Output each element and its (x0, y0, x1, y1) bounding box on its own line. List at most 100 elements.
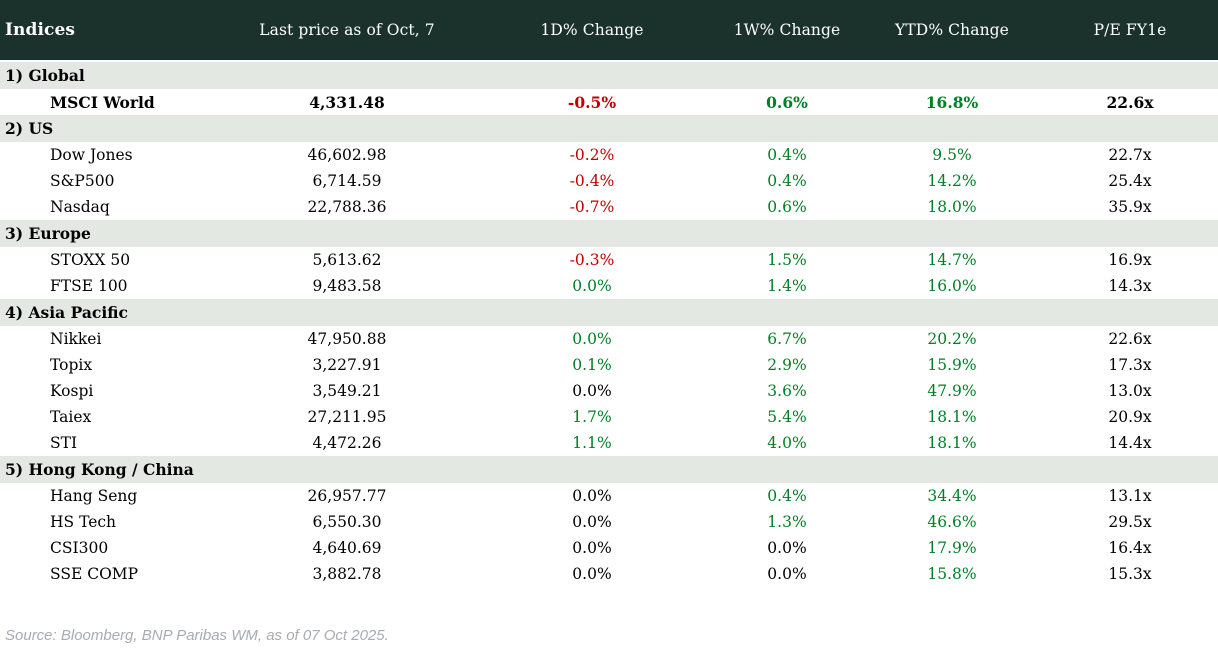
index-name: S&P500 (50, 172, 115, 190)
index-name: Dow Jones (50, 146, 133, 164)
section-label: 1) Global (5, 66, 85, 85)
1w-change-cell: 3.6% (767, 382, 807, 400)
1w-change-cell: 0.6% (766, 92, 808, 112)
table-row: MSCI World 4,331.48 -0.5% 0.6% 16.8% 22.6x (0, 89, 1218, 115)
col-header-1d-change: 1D% Change (540, 21, 644, 39)
ytd-change-cell: 20.2% (927, 330, 977, 348)
1d-change-cell: -0.4% (569, 172, 615, 190)
1w-change-cell: 5.4% (767, 408, 807, 426)
index-name: SSE COMP (50, 565, 139, 583)
last-price-cell: 22,788.36 (307, 198, 387, 216)
1d-change-cell: 0.1% (572, 356, 612, 374)
ytd-change-cell: 9.5% (932, 146, 972, 164)
table-row: Kospi 3,549.21 0.0% 3.6% 47.9% 13.0x (0, 378, 1218, 404)
ytd-change-cell: 18.1% (927, 408, 977, 426)
ytd-change-cell: 16.0% (927, 277, 977, 295)
table-row: Taiex 27,211.95 1.7% 5.4% 18.1% 20.9x (0, 404, 1218, 430)
table-row: HS Tech 6,550.30 0.0% 1.3% 46.6% 29.5x (0, 509, 1218, 535)
table-row: STI 4,472.26 1.1% 4.0% 18.1% 14.4x (0, 430, 1218, 456)
table-row: Dow Jones 46,602.98 -0.2% 0.4% 9.5% 22.7x (0, 142, 1218, 168)
ytd-change-cell: 18.0% (927, 198, 977, 216)
last-price-cell: 27,211.95 (307, 408, 387, 426)
1d-change-cell: 0.0% (572, 565, 612, 583)
1w-change-cell: 1.3% (767, 513, 807, 531)
pe-ratio-cell: 14.3x (1108, 277, 1152, 295)
index-name: HS Tech (50, 513, 117, 531)
1w-change-cell: 6.7% (767, 330, 807, 348)
ytd-change-cell: 47.9% (927, 382, 977, 400)
ytd-change-cell: 17.9% (927, 539, 977, 557)
1d-change-cell: -0.5% (567, 92, 617, 112)
ytd-change-cell: 34.4% (927, 487, 977, 505)
section-label: 2) US (5, 119, 54, 138)
index-name: STI (50, 434, 78, 452)
pe-ratio-cell: 22.6x (1106, 92, 1154, 112)
section-row: 2) US (0, 115, 1218, 142)
last-price-cell: 46,602.98 (307, 146, 387, 164)
1w-change-cell: 0.0% (767, 539, 807, 557)
index-name: Taiex (50, 408, 92, 426)
last-price-cell: 3,549.21 (312, 382, 382, 400)
ytd-change-cell: 18.1% (927, 434, 977, 452)
pe-ratio-cell: 13.0x (1108, 382, 1152, 400)
section-row: 3) Europe (0, 220, 1218, 247)
pe-ratio-cell: 25.4x (1108, 172, 1152, 190)
last-price-cell: 6,550.30 (312, 513, 382, 531)
last-price-cell: 4,640.69 (312, 539, 382, 557)
pe-ratio-cell: 29.5x (1108, 513, 1152, 531)
pe-ratio-cell: 14.4x (1108, 434, 1152, 452)
pe-ratio-cell: 16.9x (1108, 251, 1152, 269)
1d-change-cell: 0.0% (572, 539, 612, 557)
1d-change-cell: 0.0% (572, 487, 612, 505)
1w-change-cell: 0.0% (767, 565, 807, 583)
index-name: STOXX 50 (50, 251, 131, 269)
pe-ratio-cell: 15.3x (1108, 565, 1152, 583)
pe-ratio-cell: 22.7x (1108, 146, 1152, 164)
index-name: MSCI World (50, 92, 155, 112)
1d-change-cell: 0.0% (572, 330, 612, 348)
pe-ratio-cell: 35.9x (1108, 198, 1152, 216)
last-price-cell: 9,483.58 (312, 277, 382, 295)
table-row: STOXX 50 5,613.62 -0.3% 1.5% 14.7% 16.9x (0, 247, 1218, 273)
1w-change-cell: 0.4% (767, 172, 807, 190)
col-header-pe-fy1e: P/E FY1e (1093, 21, 1167, 39)
index-name: FTSE 100 (50, 277, 128, 295)
last-price-cell: 6,714.59 (312, 172, 382, 190)
index-name: Kospi (50, 382, 94, 400)
1d-change-cell: 0.0% (572, 277, 612, 295)
1d-change-cell: 0.0% (572, 382, 612, 400)
table-header: Indices Last price as of Oct, 7 1D% Chan… (0, 0, 1218, 62)
ytd-change-cell: 14.2% (927, 172, 977, 190)
section-label: 3) Europe (5, 224, 91, 243)
table-body: 1) Global MSCI World 4,331.48 -0.5% 0.6% 16.8… (0, 62, 1218, 587)
pe-ratio-cell: 13.1x (1108, 487, 1152, 505)
pe-ratio-cell: 16.4x (1108, 539, 1152, 557)
table-row: Topix 3,227.91 0.1% 2.9% 15.9% 17.3x (0, 352, 1218, 378)
last-price-cell: 4,331.48 (309, 92, 385, 112)
table-row: S&P500 6,714.59 -0.4% 0.4% 14.2% 25.4x (0, 168, 1218, 194)
index-name: CSI300 (50, 539, 109, 557)
last-price-cell: 5,613.62 (312, 251, 382, 269)
index-name: Nasdaq (50, 198, 110, 216)
section-row: 1) Global (0, 62, 1218, 89)
table-row: Hang Seng 26,957.77 0.0% 0.4% 34.4% 13.1x (0, 483, 1218, 509)
ytd-change-cell: 15.9% (927, 356, 977, 374)
index-name: Nikkei (50, 330, 102, 348)
col-header-last-price: Last price as of Oct, 7 (259, 21, 435, 39)
section-row: 4) Asia Pacific (0, 299, 1218, 326)
1d-change-cell: -0.7% (569, 198, 615, 216)
1w-change-cell: 1.5% (767, 251, 807, 269)
1w-change-cell: 0.4% (767, 487, 807, 505)
1d-change-cell: -0.2% (569, 146, 615, 164)
table-title: Indices (5, 20, 76, 40)
col-header-1w-change: 1W% Change (733, 21, 841, 39)
pe-ratio-cell: 20.9x (1108, 408, 1152, 426)
table-row: FTSE 100 9,483.58 0.0% 1.4% 16.0% 14.3x (0, 273, 1218, 299)
ytd-change-cell: 15.8% (927, 565, 977, 583)
section-row: 5) Hong Kong / China (0, 456, 1218, 483)
last-price-cell: 3,882.78 (312, 565, 382, 583)
table-row: CSI300 4,640.69 0.0% 0.0% 17.9% 16.4x (0, 535, 1218, 561)
ytd-change-cell: 46.6% (927, 513, 977, 531)
indices-table: Indices Last price as of Oct, 7 1D% Chan… (0, 0, 1218, 587)
last-price-cell: 3,227.91 (312, 356, 382, 374)
